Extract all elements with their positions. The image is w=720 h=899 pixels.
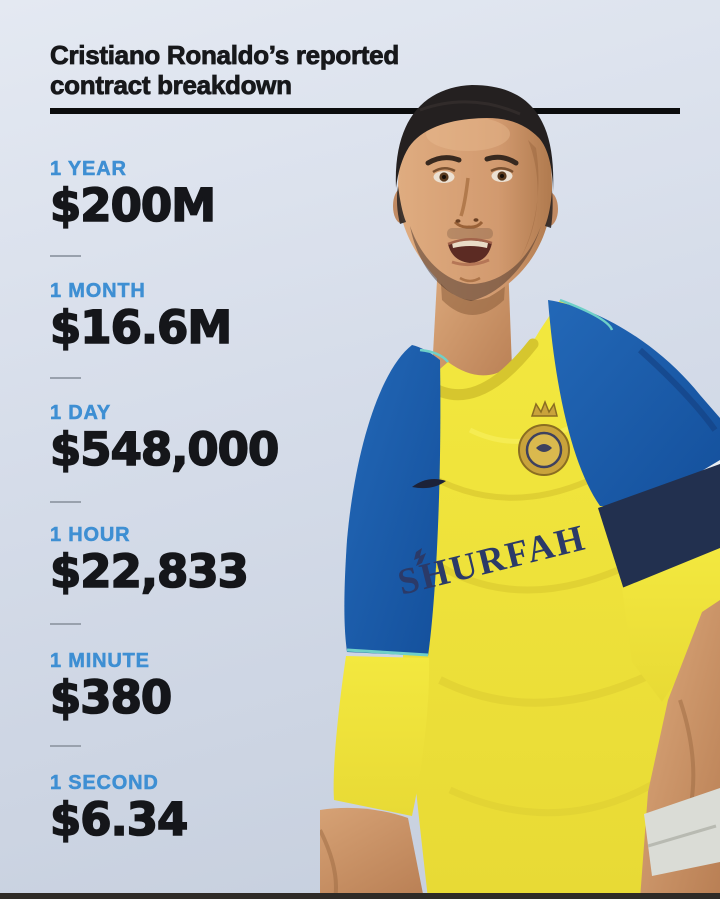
bottom-edge-strip bbox=[0, 893, 720, 899]
page-title-line2: contract breakdown bbox=[50, 70, 293, 101]
white-wristband bbox=[644, 788, 720, 876]
stat-row-month: 1 MONTH $16.6M bbox=[49, 280, 233, 354]
eyebrow-left bbox=[425, 155, 462, 166]
stat-divider bbox=[50, 255, 81, 257]
jersey-right-forearm-sleeve bbox=[622, 548, 720, 702]
forehead-highlight bbox=[426, 117, 510, 151]
stat-value: $22,833 bbox=[49, 545, 250, 598]
stat-row-year: 1 YEAR $200M bbox=[49, 158, 217, 232]
stat-row-hour: 1 HOUR $22,833 bbox=[49, 524, 250, 598]
player-face bbox=[398, 91, 553, 301]
stat-label: 1 SECOND bbox=[50, 772, 159, 795]
stat-divider bbox=[50, 623, 81, 625]
stat-value: $200M bbox=[49, 179, 217, 232]
stat-divider bbox=[50, 377, 81, 379]
stubble-shadow bbox=[410, 226, 541, 301]
stat-row-day: 1 DAY $548,000 bbox=[49, 402, 280, 476]
stat-value: $6.34 bbox=[49, 793, 189, 846]
stat-value: $548,000 bbox=[49, 423, 280, 476]
player-nose bbox=[453, 177, 484, 229]
player-head bbox=[393, 85, 558, 301]
player-mouth bbox=[447, 238, 493, 267]
jersey-right-sleeve bbox=[548, 298, 720, 506]
stat-label: 1 HOUR bbox=[50, 524, 131, 547]
eyebrow-right bbox=[484, 154, 519, 166]
ronaldo-photo: SHURFAH bbox=[320, 85, 720, 899]
stat-row-minute: 1 MINUTE $380 bbox=[49, 650, 173, 724]
brand-logo-icon bbox=[412, 479, 446, 489]
stat-label: 1 MINUTE bbox=[50, 650, 150, 673]
title-underline-rule bbox=[50, 108, 680, 114]
club-crest-icon bbox=[518, 399, 570, 476]
stat-row-second: 1 SECOND $6.34 bbox=[49, 772, 189, 846]
player-left-forearm bbox=[320, 807, 424, 899]
face-side-shadow bbox=[504, 140, 539, 282]
stat-divider bbox=[50, 745, 81, 747]
stat-divider bbox=[50, 501, 81, 503]
stat-value: $16.6M bbox=[49, 301, 233, 354]
page-title-line1: Cristiano Ronaldo’s reported bbox=[50, 40, 400, 71]
stat-label: 1 DAY bbox=[50, 402, 112, 425]
stat-label: 1 MONTH bbox=[50, 280, 146, 303]
jersey-left-forearm-sleeve bbox=[333, 656, 430, 816]
player-right-forearm bbox=[640, 600, 720, 899]
jersey-left-sleeve bbox=[344, 345, 449, 657]
page-title: Cristiano Ronaldo’s reported contract br… bbox=[50, 40, 400, 101]
captain-armband bbox=[598, 464, 720, 590]
stat-label: 1 YEAR bbox=[50, 158, 127, 181]
stat-value: $380 bbox=[49, 671, 173, 724]
player-eyes bbox=[432, 167, 514, 183]
